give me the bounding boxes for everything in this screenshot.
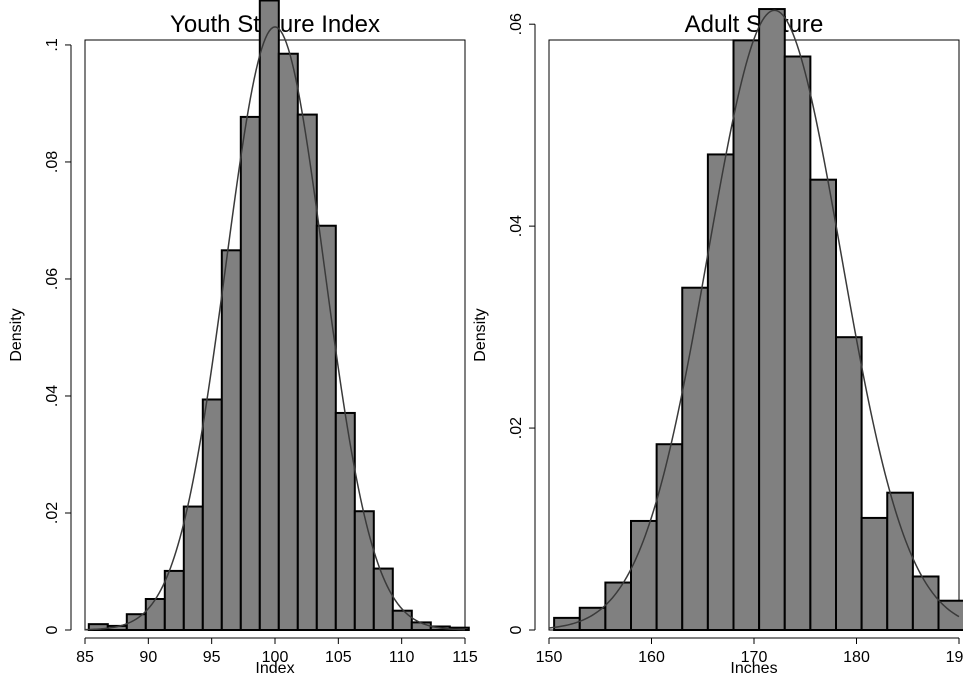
histogram-bar — [203, 399, 222, 630]
x-axis-label: Index — [255, 660, 294, 677]
histogram-panel-2: Adult Stature150160170180190Inches0.02.0… — [472, 9, 963, 677]
y-tick-label: 0 — [44, 625, 61, 634]
y-tick-label: .1 — [44, 38, 61, 51]
y-axis-label: Density — [472, 308, 489, 361]
histogram-bar — [146, 599, 165, 630]
histogram-bar — [393, 611, 412, 630]
x-tick-label: 150 — [536, 649, 563, 666]
histogram-bar — [682, 288, 708, 630]
histogram-bar — [165, 571, 184, 630]
x-tick-label: 105 — [325, 649, 352, 666]
chart-title: Adult Stature — [685, 11, 824, 38]
y-tick-label: .02 — [508, 417, 525, 439]
histogram-bar — [759, 9, 785, 630]
histogram-bar — [631, 521, 657, 630]
histogram-bar — [887, 493, 913, 630]
x-tick-label: 115 — [452, 649, 478, 666]
x-axis-label: Inches — [730, 660, 777, 677]
x-tick-label: 90 — [139, 649, 157, 666]
histogram-bar — [336, 413, 355, 630]
histogram-bar — [260, 0, 279, 630]
histogram-bar — [355, 511, 374, 630]
histogram-bar — [554, 618, 580, 630]
y-tick-label: 0 — [508, 625, 525, 634]
histogram-bar — [279, 54, 298, 630]
histogram-bar — [913, 576, 939, 630]
histogram-panel-1: Youth Stature Index859095100105110115Ind… — [8, 0, 478, 677]
y-tick-label: .04 — [44, 385, 61, 407]
histogram-bar — [241, 117, 260, 630]
x-tick-label: 110 — [389, 649, 415, 666]
y-tick-label: .08 — [44, 151, 61, 173]
x-tick-label: 190 — [946, 649, 963, 666]
y-tick-label: .06 — [508, 13, 525, 35]
histogram-bar — [580, 608, 606, 630]
histogram-bar — [222, 250, 241, 630]
x-tick-label: 160 — [638, 649, 665, 666]
histogram-bar — [708, 154, 734, 630]
y-tick-label: .04 — [508, 215, 525, 237]
histogram-bar — [734, 40, 760, 630]
x-tick-label: 85 — [76, 649, 94, 666]
histogram-bar — [657, 444, 683, 630]
histogram-bar — [785, 57, 811, 630]
y-axis-label: Density — [8, 308, 25, 361]
histogram-bar — [939, 601, 963, 630]
histogram-bar — [810, 180, 836, 630]
y-tick-label: .02 — [44, 502, 61, 524]
y-tick-label: .06 — [44, 268, 61, 290]
x-tick-label: 180 — [843, 649, 870, 666]
histogram-bar — [184, 507, 203, 630]
histogram-bar — [862, 518, 888, 630]
x-tick-label: 95 — [203, 649, 221, 666]
histogram-bar — [836, 337, 862, 630]
